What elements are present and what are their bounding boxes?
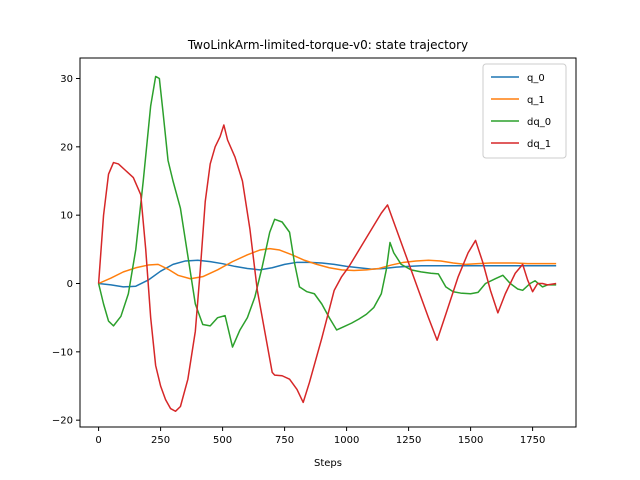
series-line-q_1 [98, 247, 557, 285]
y-tick-label: 0 [67, 279, 73, 290]
legend-label-q_1: q_1 [527, 95, 545, 106]
chart-title: TwoLinkArm-limited-torque-v0: state traj… [187, 38, 468, 52]
series-layer [97, 75, 557, 413]
x-tick-label: 750 [275, 435, 294, 446]
legend-label-dq_1: dq_1 [527, 139, 551, 150]
legend-box [482, 63, 567, 159]
legend: q_0 q_1 dq_0 dq_1 [482, 63, 567, 159]
x-tick-label: 1000 [334, 435, 359, 446]
y-axis: −20 −10 0 10 20 30 [52, 74, 80, 427]
legend-label-dq_0: dq_0 [527, 117, 551, 128]
y-tick-label: −20 [52, 416, 73, 427]
series-line-dq_1 [97, 124, 557, 413]
x-tick-label: 250 [151, 435, 170, 446]
x-tick-label: 0 [95, 435, 101, 446]
x-tick-label: 1750 [520, 435, 545, 446]
legend-label-q_0: q_0 [527, 73, 545, 84]
y-tick-label: −10 [52, 347, 73, 358]
x-tick-label: 500 [213, 435, 232, 446]
x-axis-title: Steps [314, 458, 342, 469]
series-line-q_0 [98, 259, 557, 288]
y-tick-label: 20 [60, 142, 73, 153]
series-line-dq_0 [97, 75, 557, 348]
x-tick-label: 1500 [458, 435, 483, 446]
axes-frame [79, 57, 577, 428]
x-tick-label: 1250 [396, 435, 421, 446]
x-axis: 0 250 500 750 1000 1250 1500 1750 [95, 427, 545, 446]
y-tick-label: 30 [60, 74, 73, 85]
y-tick-label: 10 [60, 211, 73, 222]
